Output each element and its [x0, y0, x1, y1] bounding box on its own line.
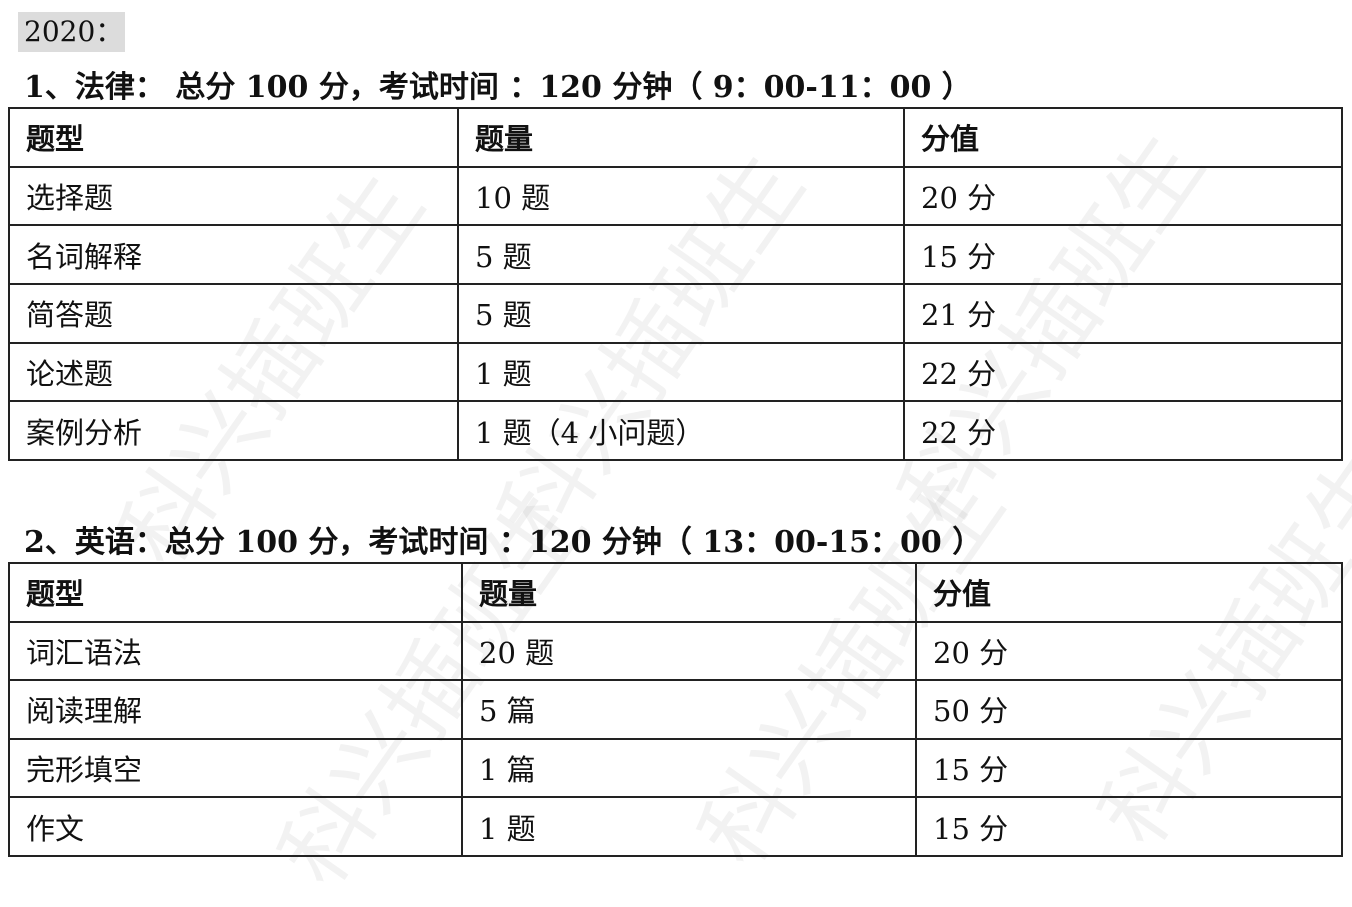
- table-header-row: 题型 题量 分值: [8, 107, 1343, 168]
- table-row: 选择题 10 题 20 分: [8, 165, 1343, 227]
- table-cell: 名词解释: [8, 224, 459, 285]
- table-row: 完形填空 1 篇 15 分: [8, 737, 1343, 799]
- header-cell: 分值: [903, 107, 1343, 168]
- table-cell: 21 分: [903, 282, 1343, 344]
- table-row: 词汇语法 20 题 20 分: [8, 620, 1343, 682]
- table-cell: 5 篇: [461, 679, 917, 740]
- table-header-row: 题型 题量 分值: [8, 562, 1343, 623]
- table-cell: 选择题: [8, 165, 459, 227]
- header-cell: 题量: [461, 562, 917, 623]
- table-cell: 1 题: [457, 341, 905, 403]
- year-label: 2020：: [18, 12, 125, 52]
- table-row: 简答题 5 题 21 分: [8, 282, 1343, 344]
- table-cell: 22 分: [903, 400, 1343, 461]
- table-row: 阅读理解 5 篇 50 分: [8, 679, 1343, 740]
- table-cell: 简答题: [8, 282, 459, 344]
- table-cell: 15 分: [903, 224, 1343, 285]
- table-cell: 20 分: [903, 165, 1343, 227]
- table-cell: 作文: [8, 796, 463, 857]
- table-cell: 完形填空: [8, 737, 463, 799]
- header-cell: 题型: [8, 107, 459, 168]
- english-exam-table: 题型 题量 分值 词汇语法 20 题 20 分 阅读理解 5 篇 50 分 完形…: [8, 562, 1343, 857]
- table-cell: 20 分: [915, 620, 1343, 682]
- table-cell: 词汇语法: [8, 620, 463, 682]
- table-cell: 1 题（4 小问题）: [457, 400, 905, 461]
- table-cell: 论述题: [8, 341, 459, 403]
- table-row: 作文 1 题 15 分: [8, 796, 1343, 857]
- table-row: 案例分析 1 题（4 小问题） 22 分: [8, 400, 1343, 461]
- header-cell: 题型: [8, 562, 463, 623]
- table-cell: 阅读理解: [8, 679, 463, 740]
- table-cell: 案例分析: [8, 400, 459, 461]
- table-cell: 20 题: [461, 620, 917, 682]
- table-cell: 22 分: [903, 341, 1343, 403]
- table-cell: 10 题: [457, 165, 905, 227]
- table-cell: 15 分: [915, 737, 1343, 799]
- table-row: 论述题 1 题 22 分: [8, 341, 1343, 403]
- table-cell: 5 题: [457, 282, 905, 344]
- table-cell: 50 分: [915, 679, 1343, 740]
- table-cell: 15 分: [915, 796, 1343, 857]
- table-row: 名词解释 5 题 15 分: [8, 224, 1343, 285]
- law-section-heading: 1、法律： 总分 100 分，考试时间 ：120 分钟（ 9：00-11：00 …: [24, 70, 972, 105]
- header-cell: 题量: [457, 107, 905, 168]
- table-cell: 5 题: [457, 224, 905, 285]
- table-cell: 1 题: [461, 796, 917, 857]
- header-cell: 分值: [915, 562, 1343, 623]
- law-exam-table: 题型 题量 分值 选择题 10 题 20 分 名词解释 5 题 15 分 简答题…: [8, 107, 1343, 461]
- table-cell: 1 篇: [461, 737, 917, 799]
- english-section-heading: 2、英语：总分 100 分，考试时间 ：120 分钟（ 13：00-15：00 …: [24, 525, 983, 560]
